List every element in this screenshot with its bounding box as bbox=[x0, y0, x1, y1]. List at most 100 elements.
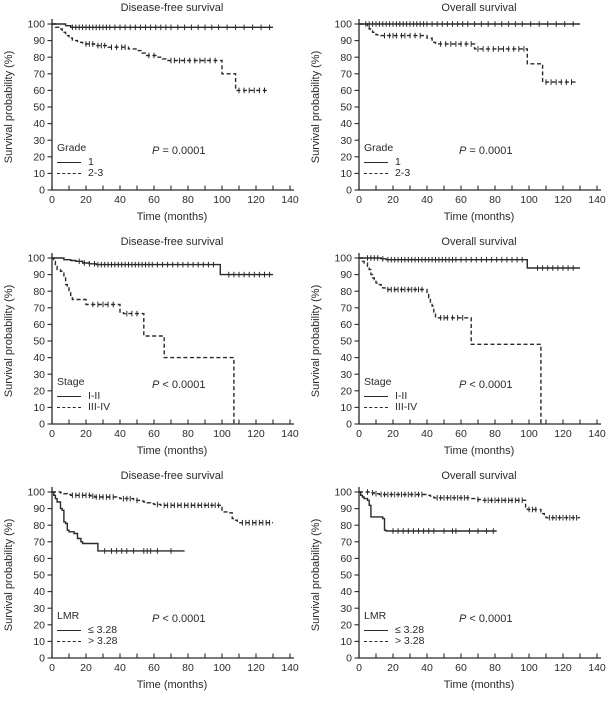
legend-line-dashed bbox=[57, 640, 81, 642]
x-tick-label: 80 bbox=[182, 194, 194, 206]
p-value: P < 0.0001 bbox=[459, 379, 513, 391]
y-tick-label: 100 bbox=[27, 19, 45, 31]
legend-line-dashed bbox=[57, 172, 81, 174]
y-tick-label: 10 bbox=[33, 168, 45, 180]
legend-item-label: 1 bbox=[395, 156, 401, 168]
x-axis-label: Time (months) bbox=[136, 445, 208, 457]
legend-item-label: ≤ 3.28 bbox=[395, 624, 425, 636]
x-tick-label: 0 bbox=[356, 662, 362, 674]
legend-item: III-IV bbox=[364, 401, 417, 413]
x-tick-label: 60 bbox=[455, 662, 467, 674]
y-tick-label: 70 bbox=[340, 302, 352, 314]
x-tick-label: 60 bbox=[148, 662, 160, 674]
km-curve-solid bbox=[359, 257, 580, 269]
x-tick-label: 140 bbox=[281, 662, 299, 674]
km-curve-solid bbox=[52, 257, 273, 276]
km-plot-os-lmr: 0 20 40 60 80 100 120 140 0 10 20 30 40 50 60 70 80 90 100 bbox=[334, 487, 606, 674]
km-curve-dashed bbox=[52, 23, 268, 92]
km-plot-dfs-lmr: 0 20 40 60 80 100 120 140 0 10 20 30 40 50 60 70 80 90 100 bbox=[27, 487, 299, 674]
legend-item: ≤ 3.28 bbox=[364, 624, 425, 636]
legend-line-dashed bbox=[57, 406, 81, 408]
x-tick-label: 20 bbox=[80, 194, 92, 206]
legend-header: Grade bbox=[364, 142, 394, 154]
y-tick-label: 90 bbox=[340, 503, 352, 515]
km-curve-dashed bbox=[52, 491, 273, 524]
y-tick-label: 30 bbox=[340, 135, 352, 147]
legend-item: ≤ 3.28 bbox=[57, 624, 118, 636]
legend-item: > 3.28 bbox=[364, 635, 425, 647]
y-tick-label: 10 bbox=[33, 636, 45, 648]
x-tick-label: 40 bbox=[421, 428, 433, 440]
panel-os-stage: 0 20 40 60 80 100 120 140 0 10 20 30 40 50 60 70 80 90 100… bbox=[307, 234, 614, 468]
x-tick-label: 100 bbox=[520, 662, 538, 674]
y-tick-label: 80 bbox=[340, 520, 352, 532]
y-tick-label: 80 bbox=[33, 520, 45, 532]
y-tick-label: 70 bbox=[33, 536, 45, 548]
legend-item: III-IV bbox=[57, 401, 110, 413]
x-tick-label: 140 bbox=[588, 662, 606, 674]
km-plot-dfs-grade: 0 20 40 60 80 100 120 140 0 10 20 30 40 50 60 70 80 90 100 bbox=[27, 19, 298, 206]
y-tick-label: 100 bbox=[27, 487, 45, 499]
y-tick-label: 10 bbox=[340, 168, 352, 180]
x-axis-label: Time (months) bbox=[443, 445, 515, 457]
p-symbol: P bbox=[152, 613, 160, 625]
p-symbol: P bbox=[152, 379, 160, 391]
y-tick-label: 60 bbox=[340, 319, 352, 331]
panel-title: Disease-free survival bbox=[120, 236, 224, 248]
panel-dfs-stage: 0 20 40 60 80 100 120 140 0 10 20 30 40 50 60 70 80 90 100… bbox=[0, 234, 307, 468]
legend: LMR ≤ 3.28 > 3.28 bbox=[57, 610, 118, 647]
x-tick-label: 60 bbox=[455, 428, 467, 440]
legend: Grade 1 2-3 bbox=[364, 142, 410, 179]
km-curve-dashed bbox=[359, 23, 577, 83]
legend-line-solid bbox=[57, 161, 81, 163]
y-tick-label: 50 bbox=[340, 102, 352, 114]
km-curve-dashed bbox=[359, 257, 542, 424]
x-tick-label: 20 bbox=[80, 428, 92, 440]
x-axis-label: Time (months) bbox=[136, 679, 208, 691]
y-axis-label: Survival probability (%) bbox=[3, 50, 15, 164]
x-tick-label: 40 bbox=[114, 662, 126, 674]
y-tick-label: 10 bbox=[340, 402, 352, 414]
p-value-text: < 0.0001 bbox=[159, 613, 206, 625]
legend-item: 1 bbox=[57, 156, 103, 168]
legend-item-label: 1 bbox=[88, 156, 94, 168]
legend-item-label: ≤ 3.28 bbox=[88, 624, 118, 636]
legend-line-solid bbox=[364, 395, 388, 397]
y-tick-label: 30 bbox=[340, 369, 352, 381]
y-tick-label: 30 bbox=[33, 369, 45, 381]
legend-header: Stage bbox=[364, 376, 392, 388]
p-value-text: < 0.0001 bbox=[466, 379, 513, 391]
p-value: P < 0.0001 bbox=[152, 613, 206, 625]
y-tick-label: 100 bbox=[27, 253, 45, 265]
y-tick-label: 60 bbox=[340, 85, 352, 97]
y-tick-label: 80 bbox=[33, 52, 45, 64]
x-tick-label: 100 bbox=[520, 428, 538, 440]
x-tick-label: 40 bbox=[421, 194, 433, 206]
p-symbol: P bbox=[459, 145, 467, 157]
legend-line-solid bbox=[364, 161, 388, 163]
x-axis-label: Time (months) bbox=[136, 211, 208, 223]
y-axis-label: Survival probability (%) bbox=[310, 284, 322, 398]
x-tick-label: 120 bbox=[554, 662, 572, 674]
x-tick-label: 20 bbox=[80, 662, 92, 674]
y-tick-label: 50 bbox=[340, 336, 352, 348]
p-value-text: = 0.0001 bbox=[159, 145, 206, 157]
y-tick-label: 60 bbox=[340, 553, 352, 565]
y-tick-label: 60 bbox=[33, 553, 45, 565]
p-value: P < 0.0001 bbox=[152, 379, 206, 391]
km-curve-solid bbox=[52, 23, 273, 28]
panel-title: Disease-free survival bbox=[120, 2, 224, 14]
y-tick-label: 30 bbox=[33, 603, 45, 615]
y-tick-label: 40 bbox=[340, 586, 352, 598]
x-tick-label: 60 bbox=[148, 194, 160, 206]
y-tick-label: 60 bbox=[33, 85, 45, 97]
x-tick-label: 120 bbox=[554, 194, 572, 206]
x-tick-label: 100 bbox=[213, 428, 231, 440]
km-curve-dashed bbox=[359, 491, 580, 519]
y-tick-label: 20 bbox=[340, 619, 352, 631]
x-tick-label: 40 bbox=[421, 662, 433, 674]
y-tick-label: 40 bbox=[340, 118, 352, 130]
legend-item-label: 2-3 bbox=[88, 167, 104, 179]
legend-item-label: > 3.28 bbox=[395, 635, 425, 647]
